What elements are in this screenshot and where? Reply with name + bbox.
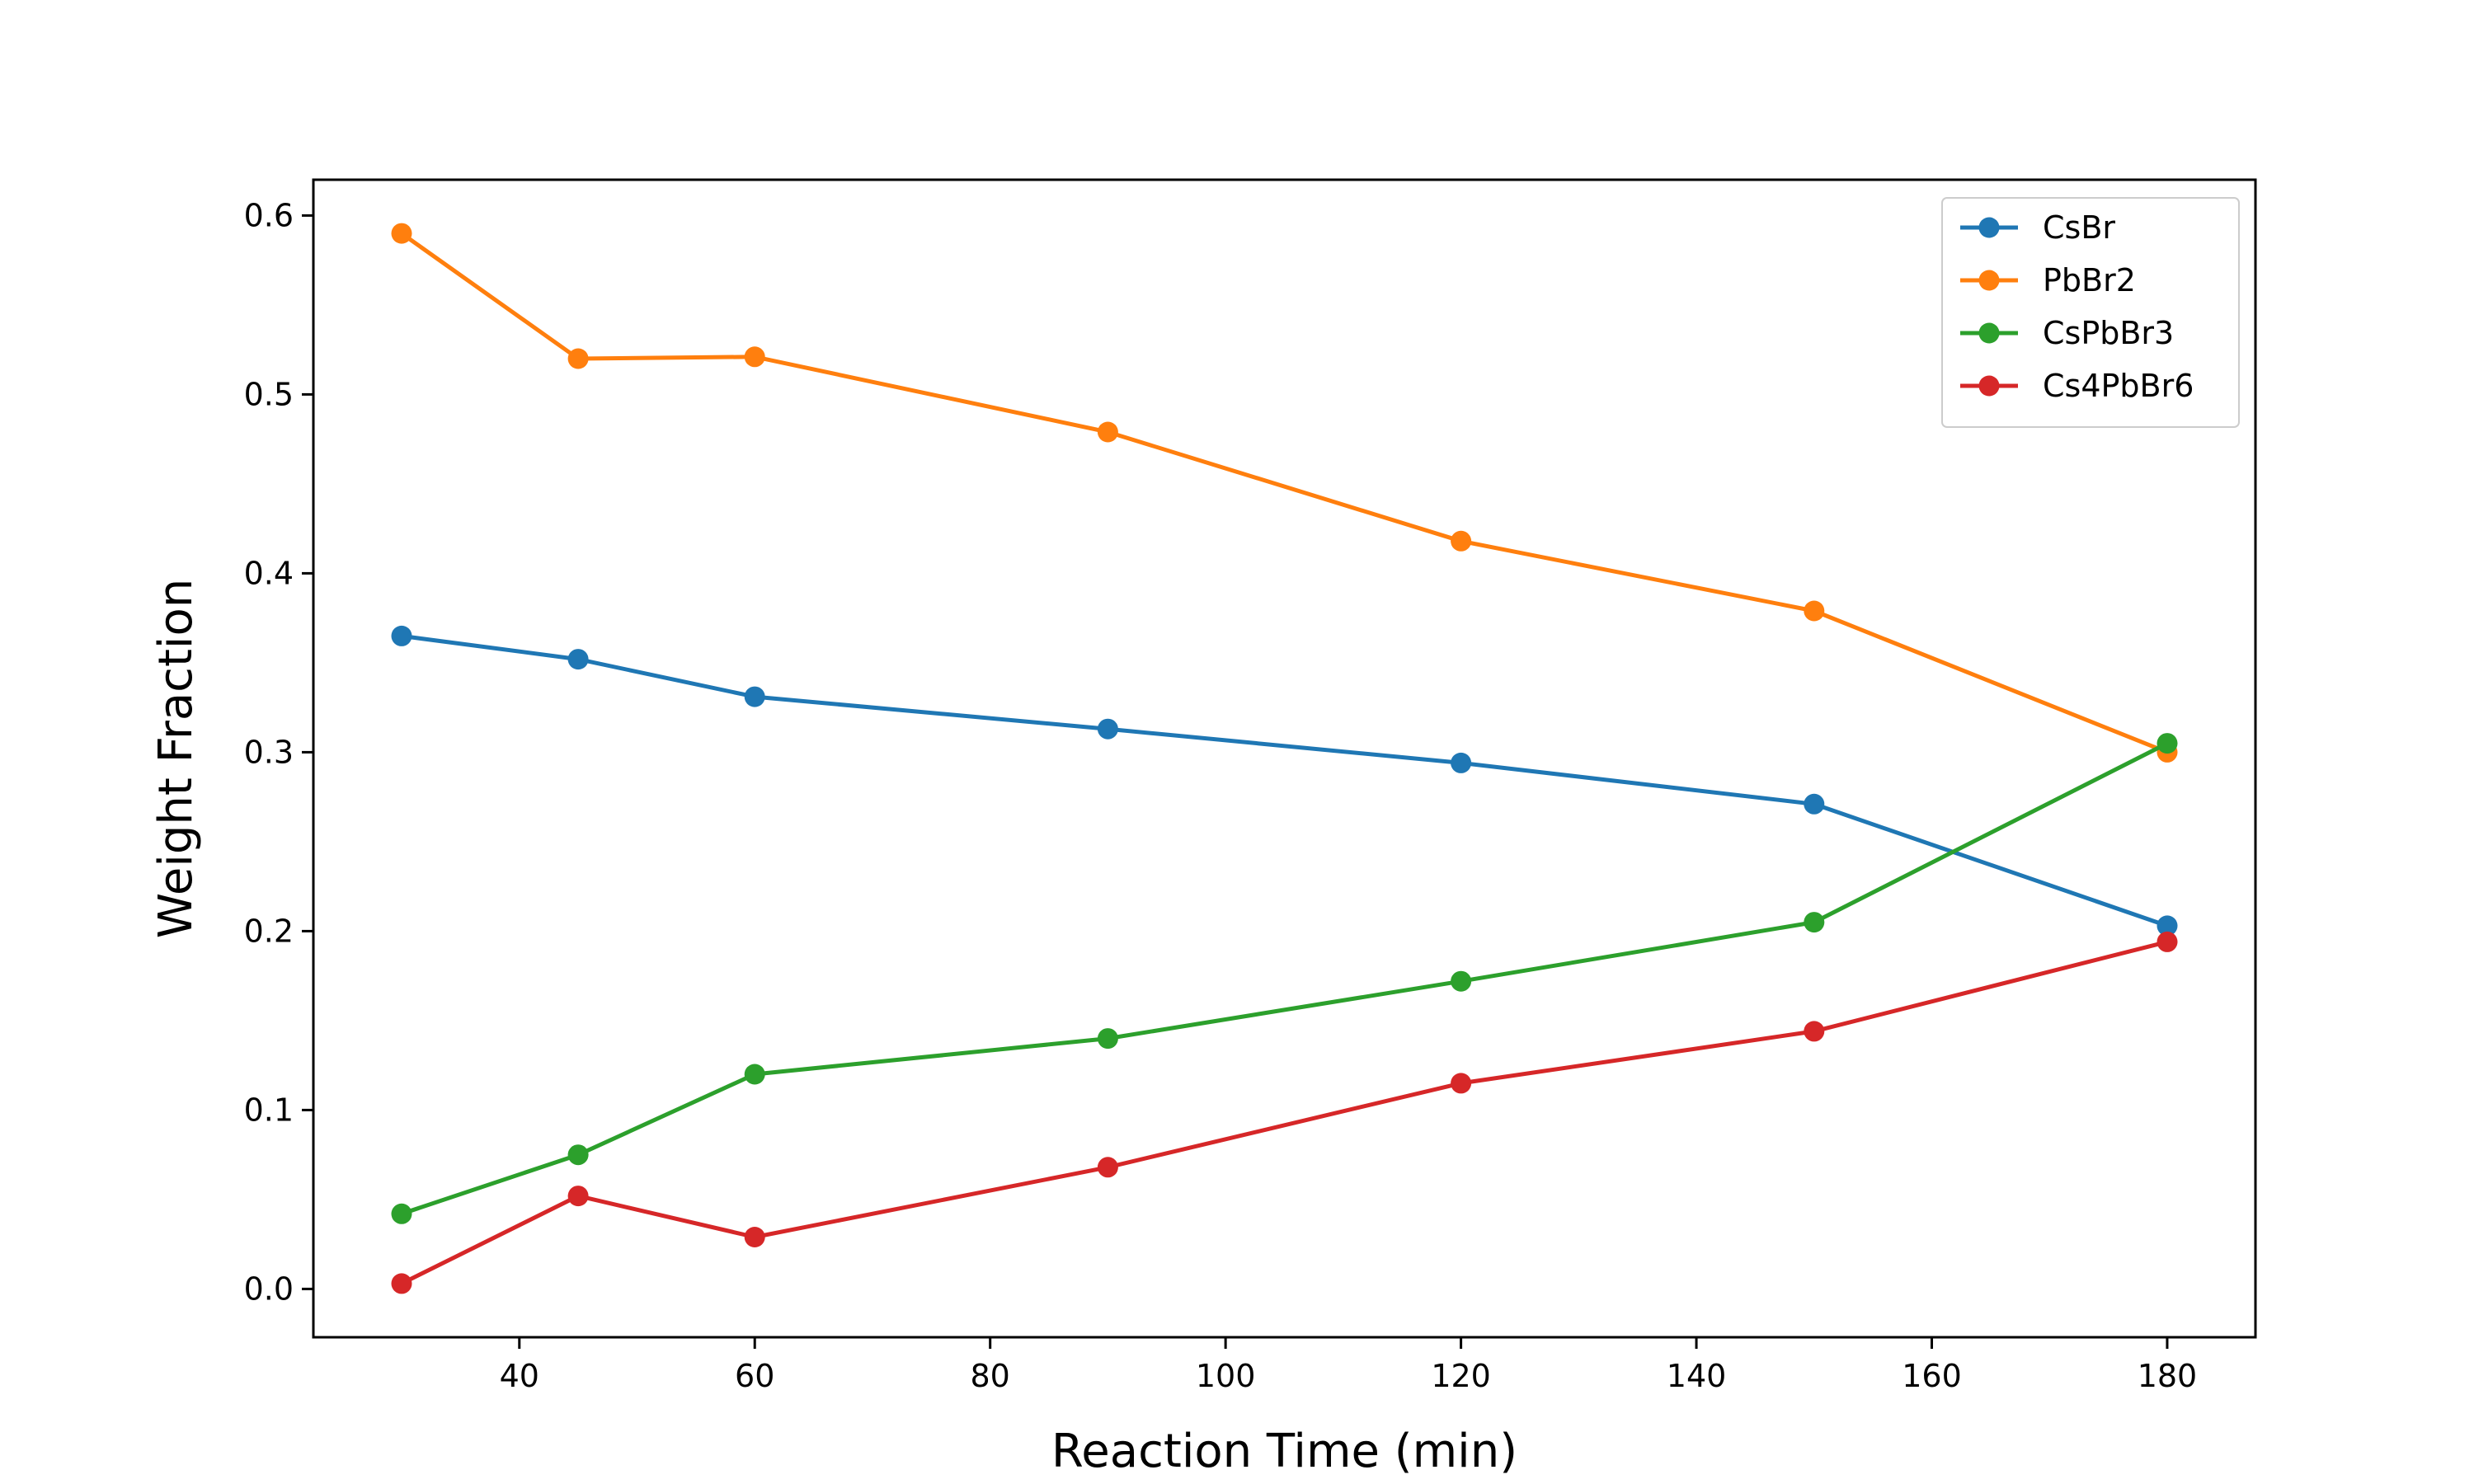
- data-point-CsBr: [391, 625, 412, 646]
- series-PbBr2: [391, 223, 2178, 763]
- legend-item-CsPbBr3: CsPbBr3: [1960, 315, 2174, 351]
- data-point-PbBr2: [1804, 600, 1825, 622]
- data-point-CsPbBr3: [1804, 912, 1825, 933]
- x-axis-title: Reaction Time (min): [1051, 1425, 1517, 1478]
- data-point-CsBr: [567, 649, 589, 670]
- series-Cs4PbBr6: [391, 931, 2178, 1294]
- legend-label: CsBr: [2043, 209, 2115, 246]
- legend-box: [1941, 197, 2240, 428]
- data-point-CsBr: [2157, 915, 2178, 937]
- data-point-CsBr: [1804, 793, 1825, 815]
- data-point-PbBr2: [567, 348, 589, 369]
- data-point-CsPbBr3: [391, 1203, 412, 1224]
- x-tick-label: 100: [1196, 1358, 1256, 1394]
- series-CsBr: [391, 625, 2178, 937]
- legend: CsBr PbBr2 CsPbBr3 Cs4PbBr6: [1941, 197, 2240, 428]
- data-point-CsPbBr3: [567, 1144, 589, 1166]
- data-point-PbBr2: [391, 223, 412, 244]
- legend-marker: [1978, 375, 2000, 397]
- x-tick-label: 80: [971, 1358, 1010, 1394]
- data-point-Cs4PbBr6: [1804, 1021, 1825, 1042]
- axes-layer: 40 60 80 100 120 140 160 180 0.0 0.1 0.2 0.3 0.4 0.5 0…: [244, 178, 2257, 1394]
- data-point-CsPbBr3: [2157, 733, 2178, 754]
- legend-marker: [1978, 217, 2000, 238]
- data-point-Cs4PbBr6: [1097, 1157, 1118, 1178]
- y-tick-label: 0.0: [244, 1270, 294, 1307]
- x-tick-label: 180: [2138, 1358, 2198, 1394]
- legend-item-CsBr: CsBr: [1960, 209, 2115, 246]
- data-point-CsBr: [744, 686, 765, 707]
- data-point-Cs4PbBr6: [744, 1227, 765, 1247]
- data-point-PbBr2: [1097, 421, 1118, 443]
- data-point-CsPbBr3: [744, 1064, 765, 1085]
- x-tick-label: 120: [1431, 1358, 1491, 1394]
- legend-label: CsPbBr3: [2043, 315, 2174, 351]
- series-CsPbBr3: [391, 733, 2178, 1224]
- legend-marker: [1978, 270, 2000, 291]
- data-point-Cs4PbBr6: [1451, 1073, 1472, 1094]
- data-point-CsPbBr3: [1451, 970, 1472, 992]
- legend-item-PbBr2: PbBr2: [1960, 262, 2136, 298]
- data-point-Cs4PbBr6: [567, 1186, 589, 1207]
- y-tick-label: 0.6: [244, 197, 294, 233]
- x-tick-label: 60: [735, 1358, 774, 1394]
- data-point-PbBr2: [744, 346, 765, 368]
- data-point-Cs4PbBr6: [2157, 931, 2178, 952]
- x-tick-label: 160: [1902, 1358, 1962, 1394]
- y-axis-title: Weight Fraction: [149, 579, 203, 938]
- y-tick-label: 0.4: [244, 555, 294, 591]
- x-tick-label: 40: [500, 1358, 539, 1394]
- legend-label: Cs4PbBr6: [2043, 368, 2194, 404]
- data-point-CsPbBr3: [1097, 1028, 1118, 1050]
- data-point-Cs4PbBr6: [391, 1273, 412, 1294]
- plot-frame: [312, 178, 2257, 1339]
- y-tick-label: 0.1: [244, 1092, 294, 1128]
- legend-marker: [1978, 322, 2000, 344]
- data-point-CsBr: [1451, 752, 1472, 773]
- y-tick-label: 0.3: [244, 734, 294, 770]
- legend-item-Cs4PbBr6: Cs4PbBr6: [1960, 368, 2194, 404]
- series-layer: [391, 223, 2178, 1294]
- y-tick-label: 0.5: [244, 376, 294, 412]
- y-tick-label: 0.2: [244, 913, 294, 949]
- data-point-CsBr: [1097, 718, 1118, 740]
- x-tick-label: 140: [1667, 1358, 1727, 1394]
- legend-label: PbBr2: [2043, 262, 2136, 298]
- data-point-PbBr2: [1451, 530, 1472, 552]
